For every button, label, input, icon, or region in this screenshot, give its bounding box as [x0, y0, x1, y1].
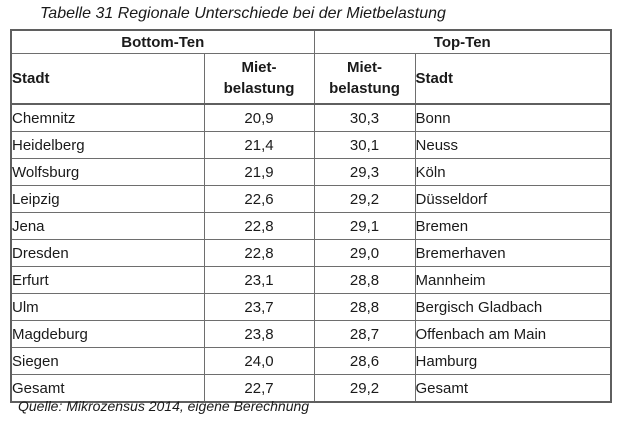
- cell-bottom-stadt: Chemnitz: [10, 103, 205, 132]
- cell-bottom-mietbelastung: 22,6: [203, 185, 315, 213]
- table-row: Jena 22,8 29,1 Bremen: [10, 212, 612, 240]
- table-row: Magdeburg 23,8 28,7 Offenbach am Main: [10, 320, 612, 348]
- table-row: Heidelberg 21,4 30,1 Neuss: [10, 131, 612, 159]
- cell-top-stadt: Offenbach am Main: [414, 320, 612, 348]
- cell-top-stadt: Bergisch Gladbach: [414, 293, 612, 321]
- cell-bottom-mietbelastung: 21,9: [203, 158, 315, 186]
- cell-top-stadt: Bremerhaven: [414, 239, 612, 267]
- cell-top-stadt: Bremen: [414, 212, 612, 240]
- cell-top-mietbelastung: 29,2: [313, 374, 416, 403]
- column-header-top-mietbelastung: Miet- belastung: [313, 53, 416, 105]
- cell-top-mietbelastung: 29,2: [313, 185, 416, 213]
- cell-bottom-stadt: Siegen: [10, 347, 205, 375]
- cell-bottom-mietbelastung: 23,8: [203, 320, 315, 348]
- cell-top-mietbelastung: 28,7: [313, 320, 416, 348]
- group-header-bottom-ten: Bottom-Ten: [10, 29, 315, 54]
- cell-bottom-mietbelastung: 23,1: [203, 266, 315, 294]
- table-header: Bottom-Ten Top-Ten Stadt Miet- belastung…: [10, 29, 612, 105]
- table-row: Leipzig 22,6 29,2 Düsseldorf: [10, 185, 612, 213]
- cell-top-stadt: Düsseldorf: [414, 185, 612, 213]
- cell-top-stadt: Neuss: [414, 131, 612, 159]
- table-body: Chemnitz 20,9 30,3 Bonn Heidelberg 21,4 30,1 Ne…: [10, 103, 612, 403]
- cell-top-stadt: Köln: [414, 158, 612, 186]
- cell-top-stadt: Hamburg: [414, 347, 612, 375]
- group-header-row: Bottom-Ten Top-Ten: [10, 29, 612, 54]
- table-row: Dresden 22,8 29,0 Bremerhaven: [10, 239, 612, 267]
- column-header-row: Stadt Miet- belastung Miet- belastung St…: [10, 53, 612, 105]
- cell-top-stadt: Gesamt: [414, 374, 612, 403]
- cell-bottom-stadt: Leipzig: [10, 185, 205, 213]
- header-line-2: belastung: [329, 79, 400, 97]
- column-header-bottom-stadt: Stadt: [10, 53, 205, 105]
- cell-bottom-stadt: Ulm: [10, 293, 205, 321]
- cell-top-mietbelastung: 28,8: [313, 266, 416, 294]
- cell-bottom-stadt: Jena: [10, 212, 205, 240]
- cell-bottom-stadt: Magdeburg: [10, 320, 205, 348]
- cell-bottom-stadt: Heidelberg: [10, 131, 205, 159]
- table-row: Ulm 23,7 28,8 Bergisch Gladbach: [10, 293, 612, 321]
- cell-bottom-mietbelastung: 20,9: [203, 103, 315, 132]
- source-note: Quelle: Mikrozensus 2014, eigene Berechn…: [18, 398, 310, 414]
- table-title: Tabelle 31 Regionale Unterschiede bei de…: [40, 5, 446, 22]
- cell-bottom-mietbelastung: 22,8: [203, 212, 315, 240]
- cell-top-mietbelastung: 28,6: [313, 347, 416, 375]
- table-row: Wolfsburg 21,9 29,3 Köln: [10, 158, 612, 186]
- group-header-top-ten: Top-Ten: [313, 29, 612, 54]
- table-row: Gesamt 22,7 29,2 Gesamt: [10, 374, 612, 403]
- cell-top-mietbelastung: 29,0: [313, 239, 416, 267]
- table-row: Siegen 24,0 28,6 Hamburg: [10, 347, 612, 375]
- table-row: Erfurt 23,1 28,8 Mannheim: [10, 266, 612, 294]
- cell-top-mietbelastung: 30,3: [313, 103, 416, 132]
- cell-bottom-stadt: Erfurt: [10, 266, 205, 294]
- table-row: Chemnitz 20,9 30,3 Bonn: [10, 103, 612, 132]
- mietbelastung-table: Bottom-Ten Top-Ten Stadt Miet- belastung…: [10, 29, 613, 403]
- cell-bottom-mietbelastung: 22,7: [203, 374, 315, 403]
- header-line-1: Miet-: [347, 59, 383, 77]
- cell-bottom-stadt: Wolfsburg: [10, 158, 205, 186]
- cell-bottom-mietbelastung: 21,4: [203, 131, 315, 159]
- cell-bottom-mietbelastung: 24,0: [203, 347, 315, 375]
- cell-bottom-stadt: Dresden: [10, 239, 205, 267]
- cell-top-stadt: Mannheim: [414, 266, 612, 294]
- cell-top-mietbelastung: 30,1: [313, 131, 416, 159]
- cell-bottom-mietbelastung: 22,8: [203, 239, 315, 267]
- cell-bottom-mietbelastung: 23,7: [203, 293, 315, 321]
- cell-top-mietbelastung: 28,8: [313, 293, 416, 321]
- cell-top-mietbelastung: 29,3: [313, 158, 416, 186]
- header-line-1: Miet-: [241, 59, 277, 77]
- cell-bottom-stadt: Gesamt: [10, 374, 205, 403]
- header-line-2: belastung: [223, 79, 295, 97]
- cell-top-stadt: Bonn: [414, 103, 612, 132]
- cell-top-mietbelastung: 29,1: [313, 212, 416, 240]
- column-header-bottom-mietbelastung: Miet- belastung: [203, 53, 315, 105]
- column-header-top-stadt: Stadt: [414, 53, 612, 105]
